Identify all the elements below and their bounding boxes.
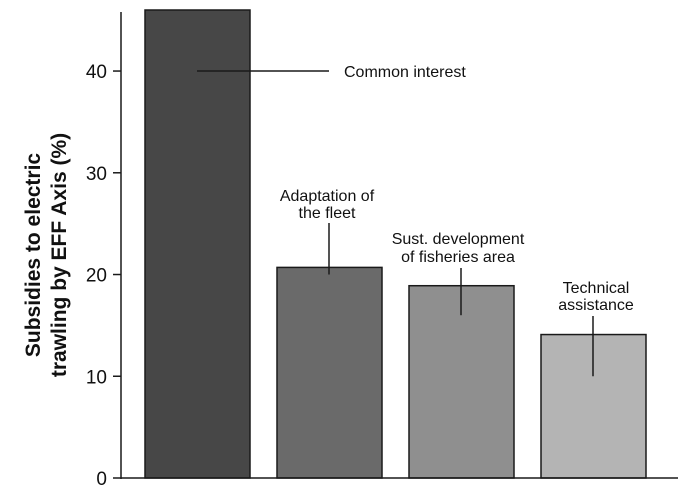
annotation-sust-development-line-1: Sust. development [392, 231, 525, 248]
annotation-leaders [197, 70, 594, 377]
annotation-technical-assistance-line-1: Technical [563, 280, 630, 297]
annotation-common-interest: Common interest [344, 64, 466, 81]
annotation-technical-assistance-line-2: assistance [558, 297, 634, 314]
y-axis-label: Subsidies to electric trawling by EFF Ax… [22, 133, 71, 377]
y-tick-label-20: 20 [86, 266, 107, 287]
y-tick-label-0: 0 [96, 469, 107, 488]
y-axis-label-line-1: Subsidies to electric [22, 153, 45, 358]
bar-1 [144, 9, 251, 479]
y-tick-label-10: 10 [86, 367, 107, 388]
y-tick-label-40: 40 [86, 62, 107, 83]
annotation-adaptation-of-the-fleet-line-2: the fleet [299, 205, 356, 222]
y-tick-label-30: 30 [86, 164, 107, 185]
bar-2 [276, 266, 383, 479]
annotation-adaptation-of-the-fleet-line-1: Adaptation of [280, 188, 375, 205]
annotation-sust-development-line-2: of fisheries area [401, 249, 515, 266]
y-axis-label-line-2: trawling by EFF Axis (%) [48, 133, 71, 377]
y-axis: 0 10 20 30 40 [86, 12, 678, 490]
